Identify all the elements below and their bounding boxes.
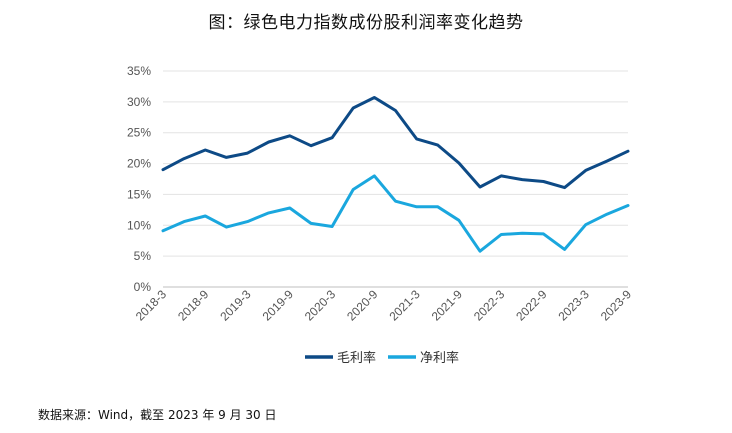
- x-tick-label: 2022-3: [471, 287, 508, 324]
- x-tick-label: 2020-3: [302, 287, 339, 324]
- gridlines: [163, 70, 628, 288]
- series-lines: [161, 96, 630, 253]
- source-note: 数据来源：Wind，截至 2023 年 9 月 30 日: [38, 408, 277, 422]
- y-tick-label: 35%: [127, 64, 151, 78]
- chart-title: 图：绿色电力指数成份股利润率变化趋势: [208, 13, 524, 33]
- x-tick-label: 2021-9: [429, 287, 466, 324]
- y-tick-label: 15%: [127, 187, 151, 201]
- y-tick-label: 30%: [127, 95, 151, 109]
- x-tick-label: 2018-9: [175, 287, 212, 324]
- y-tick-label: 20%: [127, 157, 151, 171]
- y-tick-label: 25%: [127, 126, 151, 140]
- x-tick-label: 2020-9: [344, 287, 381, 324]
- x-tick-label: 2023-3: [556, 287, 593, 324]
- x-tick-label: 2021-3: [386, 287, 423, 324]
- x-axis-labels: 2018-3 2018-9 2019-3 2019-9 2020-3 2020-9 2021…: [133, 287, 635, 324]
- series-line-2: [161, 174, 630, 253]
- x-tick-label: 2019-3: [217, 287, 254, 324]
- legend-label-2: 净利率: [420, 350, 459, 366]
- y-tick-label: 10%: [127, 218, 151, 232]
- y-tick-label: 0%: [134, 280, 152, 294]
- x-tick-label: 2023-9: [598, 287, 635, 324]
- x-tick-label: 2022-9: [513, 287, 550, 324]
- y-axis-labels: 0% 5% 10% 15% 20% 25% 30% 35%: [127, 64, 151, 294]
- legend-label-1: 毛利率: [337, 350, 376, 366]
- series-line-1: [161, 96, 630, 190]
- y-tick-label: 5%: [134, 249, 152, 263]
- line-chart: 0% 5% 10% 15% 20% 25% 30% 35% 2018-3 2018-9 2019-…: [127, 64, 635, 366]
- x-tick-label: 2019-9: [260, 287, 297, 324]
- legend: 毛利率 净利率: [305, 350, 459, 366]
